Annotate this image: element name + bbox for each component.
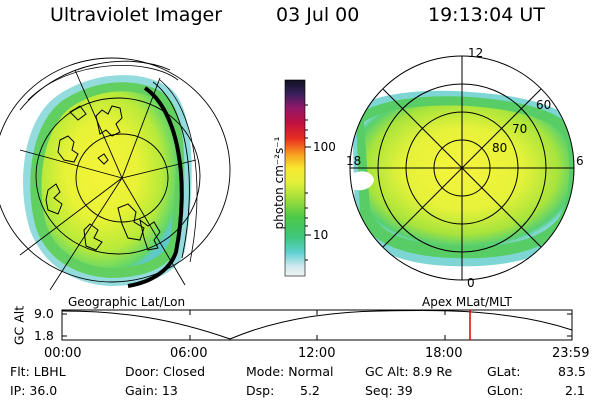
timeline-ylabel: GC Alt bbox=[11, 305, 27, 346]
polar-gap bbox=[350, 171, 374, 191]
polar-spokes bbox=[350, 56, 574, 280]
timeline-xtick-2359: 23:59 bbox=[552, 346, 590, 361]
footer-glon-value: 2.1 bbox=[565, 383, 585, 398]
instrument-title: Ultraviolet Imager bbox=[50, 4, 223, 26]
altitude-timeline bbox=[61, 309, 573, 341]
footer-glat-value: 83.5 bbox=[558, 364, 586, 379]
footer-filter: Flt: LBHL bbox=[10, 364, 66, 379]
footer-gc-alt: GC Alt: 8.9 Re bbox=[365, 364, 453, 379]
outer-arc-1 bbox=[19, 60, 171, 111]
mlt-label-12: 12 bbox=[468, 46, 484, 60]
latitude-circle-3 bbox=[0, 57, 231, 283]
timeline-xtick-0600: 06:00 bbox=[170, 346, 208, 361]
footer-glat-label: GLat: bbox=[487, 364, 521, 379]
mlat-label-70: 70 bbox=[512, 122, 528, 136]
auroral-oval-inner bbox=[41, 91, 176, 268]
polar-oval-inner bbox=[364, 105, 570, 247]
footer-mode: Mode: Normal bbox=[246, 364, 334, 379]
altitude-curve bbox=[61, 310, 573, 340]
timeline-xtick-1800: 18:00 bbox=[425, 346, 463, 361]
timeline-xtick-1200: 12:00 bbox=[298, 346, 336, 361]
footer-glon-label: GLon: bbox=[487, 383, 524, 398]
mlt-label-0: 0 bbox=[467, 276, 475, 290]
limb-arc-outer bbox=[152, 81, 190, 259]
mlat-label-80: 80 bbox=[492, 141, 508, 155]
footer-door: Door: Closed bbox=[125, 364, 206, 379]
colorbar-tick-10: 10 bbox=[313, 228, 329, 242]
timeline-yticks bbox=[62, 313, 572, 337]
footer-ip: IP: 36.0 bbox=[10, 383, 58, 398]
timeline-ytick-max: 9.0 bbox=[34, 306, 54, 321]
colorbar-label: photon cm⁻²s⁻¹ bbox=[272, 136, 286, 230]
mlt-label-18: 18 bbox=[346, 154, 362, 168]
colorbar-ticks bbox=[305, 104, 311, 261]
observation-date: 03 Jul 00 bbox=[276, 4, 360, 26]
timeline-ytick-min: 1.8 bbox=[34, 328, 54, 343]
footer-dsp-value: 5.2 bbox=[300, 383, 320, 398]
outer-arc-2 bbox=[27, 65, 179, 101]
colorbar-tick-100: 100 bbox=[313, 140, 336, 154]
footer-dsp-label: Dsp: bbox=[246, 383, 275, 398]
right-panel-subtitle: Apex MLat/MLT bbox=[422, 295, 512, 309]
timeline-xticks bbox=[189, 310, 446, 340]
footer-gain: Gain: 13 bbox=[125, 383, 178, 398]
apex-polar-image bbox=[349, 55, 575, 281]
left-panel-subtitle: Geographic Lat/Lon bbox=[68, 295, 186, 309]
limb-arc-outer2 bbox=[159, 79, 198, 263]
mlt-label-6: 6 bbox=[576, 154, 584, 168]
colorbar bbox=[284, 79, 306, 277]
coastlines bbox=[45, 105, 161, 251]
latitude-circle-2 bbox=[35, 97, 201, 255]
timeline-xtick-0000: 00:00 bbox=[44, 346, 82, 361]
meridian-lines bbox=[19, 69, 197, 290]
footer-seq: Seq: 39 bbox=[365, 383, 413, 398]
observation-time: 19:13:04 UT bbox=[428, 4, 545, 26]
geographic-image bbox=[0, 57, 231, 290]
mlat-label-60: 60 bbox=[536, 98, 552, 112]
